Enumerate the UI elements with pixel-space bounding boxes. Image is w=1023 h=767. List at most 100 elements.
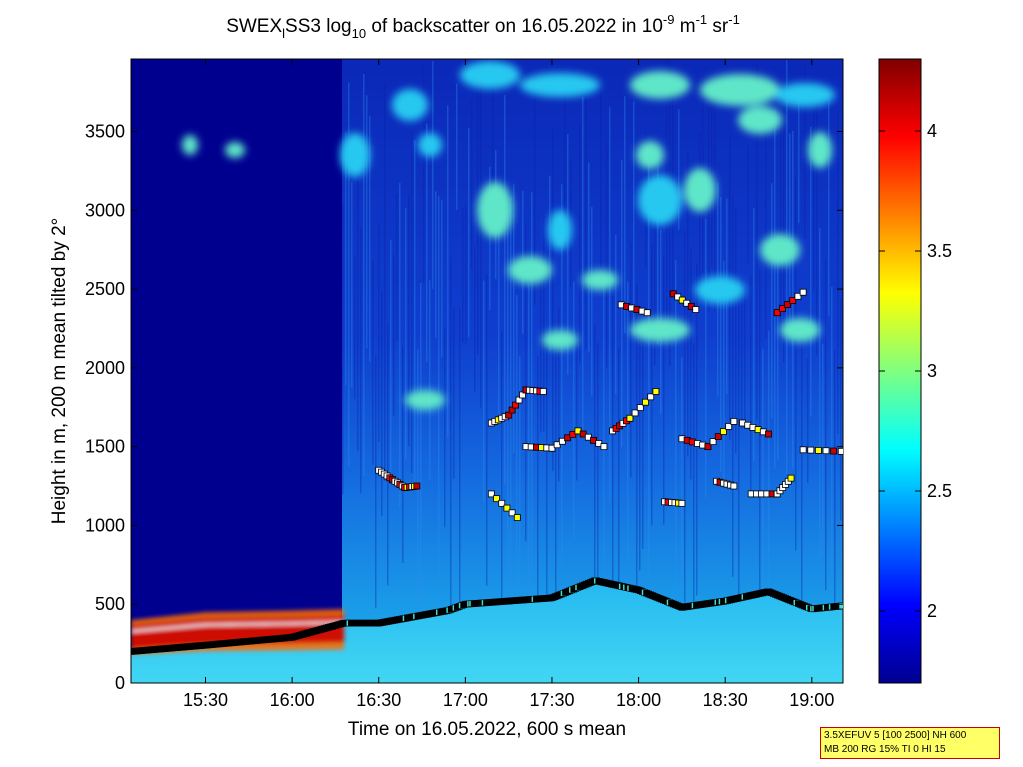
x-tick-label: 18:30 <box>703 690 748 710</box>
field-streak <box>600 84 602 268</box>
field-streak <box>441 199 443 358</box>
x-tick-label: 15:30 <box>183 690 228 710</box>
field-streak <box>534 74 536 306</box>
field-streak <box>348 82 350 467</box>
cloud-blob <box>775 83 835 107</box>
cloud-blob <box>405 390 445 410</box>
field-streak <box>486 274 488 586</box>
y-tick-label: 3000 <box>85 200 125 220</box>
field-streak <box>780 86 782 341</box>
field-streak <box>813 94 815 291</box>
field-streak <box>642 325 644 549</box>
field-streak <box>507 208 509 601</box>
y-tick-label: 1500 <box>85 437 125 457</box>
field-streak <box>390 239 392 481</box>
cloud-layer-marker <box>413 482 421 490</box>
field-streak <box>429 280 431 481</box>
cloud-layer-marker <box>730 482 738 490</box>
cloud-blob <box>700 74 780 106</box>
field-streak <box>414 140 416 491</box>
cloud-layer-marker <box>822 447 830 455</box>
field-streak <box>618 347 620 651</box>
x-tick-label: 16:00 <box>270 690 315 710</box>
cloud-layer-marker <box>508 406 516 414</box>
field-streak <box>354 256 356 400</box>
field-streak <box>456 83 458 210</box>
x-tick-label: 18:00 <box>616 690 661 710</box>
field-streak <box>537 356 539 674</box>
cloud-blob <box>695 276 745 304</box>
field-streak <box>468 128 470 337</box>
cloud-layer-marker <box>730 418 738 425</box>
field-streak <box>474 246 476 393</box>
cloud-layer-marker <box>519 391 526 399</box>
field-streak <box>696 263 698 596</box>
field-streak <box>516 295 518 683</box>
y-tick-label: 3500 <box>85 121 125 141</box>
field-streak <box>636 285 638 683</box>
field-streak <box>450 257 452 638</box>
field-streak <box>480 61 482 409</box>
field-streak <box>744 286 746 427</box>
cloud-layer-marker <box>784 301 791 308</box>
cloud-layer-marker <box>815 447 822 454</box>
cloud-layer-marker <box>789 297 797 304</box>
cloud-layer-marker <box>778 305 786 313</box>
field-streak <box>762 348 764 683</box>
field-streak <box>576 329 578 481</box>
field-streak <box>753 208 755 462</box>
field-streak <box>372 260 374 465</box>
field-streak <box>501 330 503 610</box>
field-streak <box>492 83 494 225</box>
cloud-blob <box>392 89 428 121</box>
field-streak <box>411 130 413 473</box>
field-streak <box>684 230 686 625</box>
field-streak <box>387 324 389 586</box>
field-streak <box>540 262 542 433</box>
y-tick-label: 0 <box>115 673 125 693</box>
field-streak <box>366 95 368 349</box>
cloud-layer-marker <box>787 474 795 482</box>
field-streak <box>834 349 836 683</box>
mixing-layer-marker <box>838 602 843 610</box>
field-streak <box>357 129 359 452</box>
field-streak <box>837 111 839 434</box>
cloud-layer-marker <box>714 433 722 440</box>
field-streak <box>465 205 467 345</box>
field-streak <box>597 342 599 683</box>
cloud-layer-marker <box>837 447 843 455</box>
field-streak <box>798 99 800 223</box>
field-streak <box>807 358 809 483</box>
field-streak <box>840 298 842 521</box>
field-streak <box>654 197 656 365</box>
field-streak <box>831 286 833 582</box>
cloud-layer-marker <box>799 446 807 454</box>
cloud-layer-marker <box>558 437 566 445</box>
field-streak <box>651 243 653 526</box>
colorbar-tick-label: 2.5 <box>927 481 952 501</box>
field-streak <box>774 110 776 469</box>
field-streak <box>633 101 635 335</box>
field-streak <box>453 308 455 479</box>
field-streak <box>381 290 383 517</box>
y-axis-label: Height in m, 200 m mean tilted by 2° <box>49 218 70 524</box>
near-surface-layer-line <box>131 621 345 633</box>
field-streak <box>396 194 398 342</box>
field-streak <box>447 105 449 438</box>
field-streak <box>435 191 437 339</box>
field-streak <box>732 197 734 577</box>
cloud-layer-marker <box>505 411 513 419</box>
cloud-layer-marker <box>647 393 655 401</box>
surface-aerosol-layer <box>131 580 843 683</box>
field-streak <box>531 192 533 577</box>
cloud-layer-marker <box>642 398 649 406</box>
cloud-layer-marker <box>508 509 516 517</box>
cloud-blob <box>630 71 690 99</box>
cloud-layer-marker <box>704 443 712 451</box>
field-streak <box>405 207 407 460</box>
field-streak <box>690 248 692 480</box>
field-streak <box>828 97 830 316</box>
field-streak <box>417 349 419 683</box>
cloud-blob <box>808 132 832 168</box>
field-streak <box>810 127 812 417</box>
